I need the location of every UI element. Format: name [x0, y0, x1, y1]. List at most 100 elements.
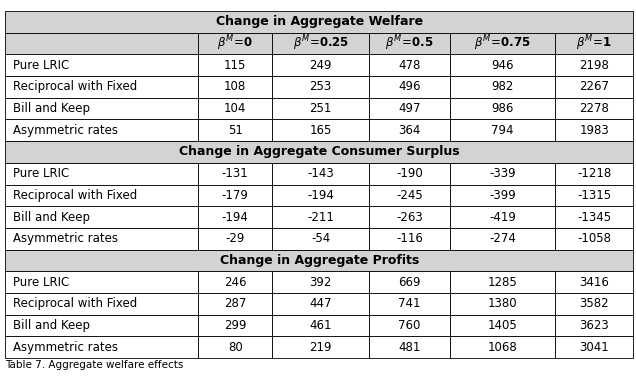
Text: Pure LRIC: Pure LRIC [13, 167, 69, 180]
Text: -211: -211 [307, 211, 334, 223]
Bar [5, 141, 633, 163]
Text: 447: 447 [309, 298, 332, 310]
Text: $\beta^M$$\!=\!$1: $\beta^M$$\!=\!$1 [576, 34, 612, 53]
Bar [272, 271, 369, 293]
Bar [369, 76, 450, 98]
Text: Pure LRIC: Pure LRIC [13, 59, 69, 71]
Bar [369, 32, 450, 54]
Text: Reciprocal with Fixed: Reciprocal with Fixed [13, 189, 137, 202]
Bar [450, 98, 555, 119]
Bar [369, 228, 450, 250]
Text: 2267: 2267 [579, 80, 609, 93]
Text: -194: -194 [222, 211, 249, 223]
Text: -1345: -1345 [577, 211, 611, 223]
Text: -1058: -1058 [577, 232, 611, 245]
Text: -143: -143 [307, 167, 334, 180]
Text: -274: -274 [489, 232, 516, 245]
Bar [5, 76, 198, 98]
Bar [198, 293, 272, 315]
Bar [198, 271, 272, 293]
Text: 246: 246 [224, 276, 246, 289]
Bar [272, 293, 369, 315]
Bar [272, 76, 369, 98]
Bar [369, 315, 450, 337]
Bar [555, 337, 633, 358]
Text: Bill and Keep: Bill and Keep [13, 319, 90, 332]
Bar [369, 54, 450, 76]
Text: Bill and Keep: Bill and Keep [13, 102, 90, 115]
Bar [272, 119, 369, 141]
Bar [198, 337, 272, 358]
Bar [272, 32, 369, 54]
Bar [272, 54, 369, 76]
Text: 299: 299 [224, 319, 246, 332]
Text: -194: -194 [307, 189, 334, 202]
Text: 165: 165 [309, 124, 332, 137]
Bar [450, 337, 555, 358]
Bar [5, 98, 198, 119]
Bar [369, 337, 450, 358]
Text: Asymmetric rates: Asymmetric rates [13, 341, 118, 354]
Text: $\beta^M$$\!=\!$0.5: $\beta^M$$\!=\!$0.5 [385, 34, 434, 53]
Text: $\beta^M$$\!=\!$0.25: $\beta^M$$\!=\!$0.25 [293, 34, 349, 53]
Bar [555, 98, 633, 119]
Bar [555, 163, 633, 185]
Bar [555, 185, 633, 206]
Text: 496: 496 [398, 80, 421, 93]
Text: -1218: -1218 [577, 167, 611, 180]
Bar [272, 98, 369, 119]
Bar [272, 228, 369, 250]
Text: 392: 392 [309, 276, 332, 289]
Text: 794: 794 [491, 124, 514, 137]
Bar [555, 32, 633, 54]
Bar [5, 250, 633, 271]
Text: Table 7. Aggregate welfare effects: Table 7. Aggregate welfare effects [5, 360, 183, 370]
Text: 481: 481 [398, 341, 421, 354]
Bar [272, 185, 369, 206]
Bar [369, 98, 450, 119]
Bar [5, 119, 198, 141]
Bar [5, 163, 198, 185]
Text: Change in Aggregate Welfare: Change in Aggregate Welfare [216, 15, 423, 28]
Text: 108: 108 [224, 80, 246, 93]
Text: -116: -116 [396, 232, 423, 245]
Text: 760: 760 [398, 319, 421, 332]
Text: 287: 287 [224, 298, 246, 310]
Text: 478: 478 [398, 59, 421, 71]
Bar [198, 119, 272, 141]
Bar [272, 337, 369, 358]
Text: -419: -419 [489, 211, 516, 223]
Bar [369, 119, 450, 141]
Bar [198, 163, 272, 185]
Text: 1983: 1983 [579, 124, 609, 137]
Text: Asymmetric rates: Asymmetric rates [13, 124, 118, 137]
Text: -179: -179 [222, 189, 249, 202]
Bar [5, 337, 198, 358]
Text: 364: 364 [398, 124, 421, 137]
Text: -29: -29 [226, 232, 245, 245]
Text: Pure LRIC: Pure LRIC [13, 276, 69, 289]
Bar [198, 76, 272, 98]
Text: -263: -263 [396, 211, 423, 223]
Text: -245: -245 [396, 189, 423, 202]
Bar [555, 293, 633, 315]
Bar [369, 271, 450, 293]
Text: 986: 986 [492, 102, 514, 115]
Bar [198, 98, 272, 119]
Bar [369, 293, 450, 315]
Bar [198, 54, 272, 76]
Bar [450, 206, 555, 228]
Text: Bill and Keep: Bill and Keep [13, 211, 90, 223]
Text: Change in Aggregate Profits: Change in Aggregate Profits [219, 254, 419, 267]
Bar [555, 315, 633, 337]
Bar [5, 185, 198, 206]
Bar [450, 163, 555, 185]
Text: 1285: 1285 [488, 276, 518, 289]
Bar [5, 271, 198, 293]
Text: $\beta^M$$\!=\!$0.75: $\beta^M$$\!=\!$0.75 [474, 34, 531, 53]
Text: 219: 219 [309, 341, 332, 354]
Bar [5, 54, 198, 76]
Bar [555, 271, 633, 293]
Text: 946: 946 [491, 59, 514, 71]
Bar [198, 185, 272, 206]
